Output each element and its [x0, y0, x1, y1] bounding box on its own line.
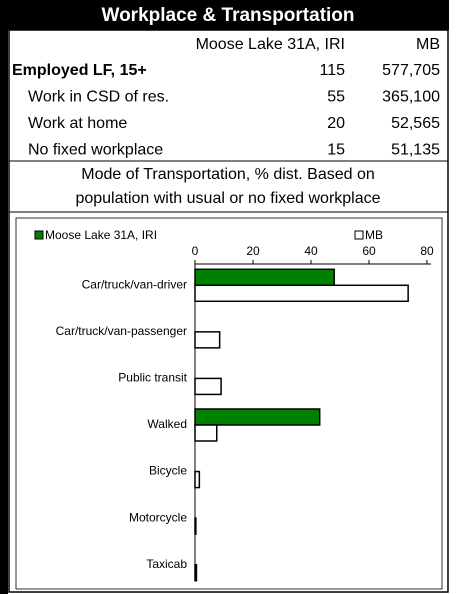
x-tick-label: 60: [362, 244, 376, 258]
legend-swatch: [354, 230, 364, 240]
bar: [194, 268, 335, 287]
category-label: Walked: [147, 417, 187, 431]
legend-label: Moose Lake 31A, IRI: [45, 228, 157, 242]
cell: 55: [327, 89, 345, 106]
frame: [8, 29, 449, 593]
cell: 577,705: [382, 62, 440, 79]
bar: [194, 408, 321, 426]
x-tick-label: 20: [246, 244, 260, 258]
x-tick-label: 80: [420, 244, 434, 258]
title: Workplace & Transportation: [101, 5, 354, 26]
category-label: Bicycle: [149, 464, 187, 478]
x-tick-label: 40: [304, 244, 318, 258]
cell: 52,565: [391, 115, 440, 132]
bar: [194, 331, 221, 349]
row-label: Work in CSD of res.: [28, 89, 169, 106]
bar: [194, 377, 222, 396]
note: population with usual or no fixed workpl…: [75, 190, 380, 207]
column-header: Moose Lake 31A, IRI: [196, 36, 345, 53]
cell: 115: [319, 62, 345, 79]
cell: 15: [327, 142, 345, 159]
row-label: Work at home: [28, 115, 127, 132]
left-strip: [0, 0, 8, 594]
note: Mode of Transportation, % dist. Based on: [81, 166, 375, 183]
cell: 20: [327, 115, 345, 132]
bar: [194, 424, 218, 442]
bar: [194, 517, 197, 535]
row-label: No fixed workplace: [28, 142, 163, 159]
category-label: Taxicab: [146, 557, 187, 571]
column-header: MB: [416, 36, 440, 53]
category-label: Car/truck/van-driver: [82, 277, 187, 291]
chart-frame: [15, 217, 443, 590]
bar: [194, 563, 198, 582]
cell: 51,135: [391, 142, 440, 159]
x-tick-label: 0: [192, 244, 199, 258]
category-label: Motorcycle: [129, 510, 187, 524]
bar: [194, 470, 201, 489]
legend-label: MB: [365, 228, 383, 242]
title-bar: [8, 0, 449, 30]
bar: [194, 284, 409, 303]
row-label: Employed LF, 15+: [12, 62, 147, 79]
category-label: Car/truck/van-passenger: [56, 324, 187, 338]
legend-swatch: [34, 230, 44, 240]
category-label: Public transit: [118, 371, 187, 385]
cell: 365,100: [382, 89, 440, 106]
